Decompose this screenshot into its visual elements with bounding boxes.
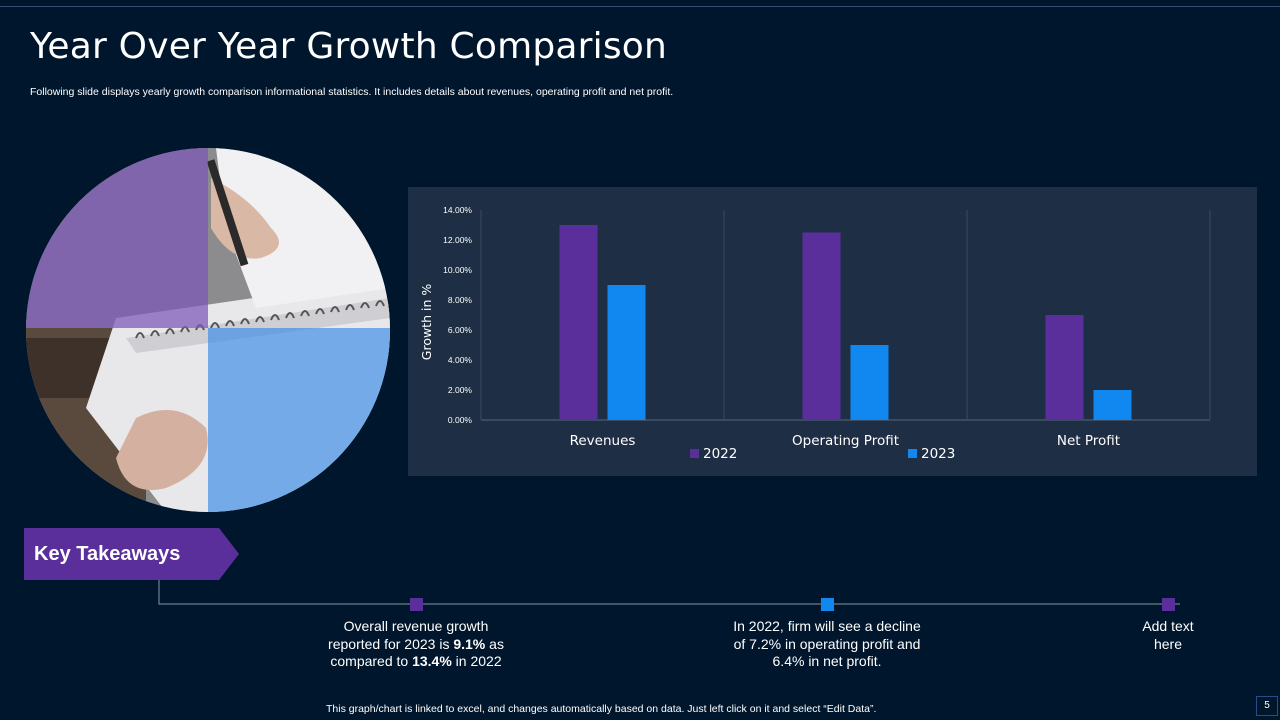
y-tick-label: 2.00% [448,385,473,395]
takeaway-1-line-2: reported for 2023 is 9.1% as [328,635,504,652]
takeaway-marker-1 [410,598,423,611]
takeaway-2-line-2: of 7.2% in operating profit and [733,635,921,652]
takeaway-2-line-3: 6.4% in net profit. [772,653,882,669]
takeaway-decline: In 2022, firm will see a decline of 7.2%… [707,618,947,671]
y-tick-label: 4.00% [448,355,473,365]
takeaway-1-line-1: Overall revenue growth [343,618,489,634]
bar-2023-0 [607,285,646,420]
top-divider [0,6,1280,7]
bar-2023-1 [850,345,889,420]
slide-subtitle: Following slide displays yearly growth c… [30,86,674,98]
x-tick-label: Operating Profit [792,433,899,449]
takeaway-revenue: Overall revenue growth reported for 2023… [296,618,536,671]
key-takeaways-label: Key Takeaways [34,543,181,565]
x-tick-label: Revenues [570,433,636,449]
legend-label-2022: 2022 [703,446,737,462]
y-tick-label: 6.00% [448,325,473,335]
takeaway-3-line-2: here [1153,635,1183,652]
takeaway-1-line-3: compared to 13.4% in 2022 [330,653,502,669]
page-number: 5 [1256,696,1278,716]
bar-2022-1 [802,232,841,420]
legend-label-2023: 2023 [921,446,955,462]
takeaway-connector-line [158,580,1180,605]
slide-title: Year Over Year Growth Comparison [30,26,668,67]
takeaway-2-line-1: In 2022, firm will see a decline [733,618,921,634]
bar-2022-2 [1045,315,1084,420]
y-tick-label: 8.00% [448,295,473,305]
legend-swatch-2023 [908,449,917,458]
growth-chart[interactable]: Growth in % 0.00% 2.00% 4.00% 6.00% 8.00% 10.… [408,187,1257,476]
takeaway-3-line-1: Add text [1142,618,1194,634]
key-takeaways-banner: Key Takeaways [24,528,239,580]
y-tick-label: 10.00% [443,265,472,275]
legend-swatch-2022 [690,449,699,458]
y-axis-label: Growth in % [419,284,434,361]
takeaway-marker-3 [1162,598,1175,611]
y-tick-label: 0.00% [448,415,473,425]
bar-2022-0 [559,225,598,420]
takeaway-marker-2 [821,598,834,611]
bar-2023-2 [1093,390,1132,420]
x-tick-label: Net Profit [1057,433,1120,449]
takeaway-placeholder[interactable]: Add text here [1108,618,1228,653]
notebook-photo [26,148,390,512]
footer-note: This graph/chart is linked to excel, and… [326,703,877,715]
y-tick-label: 12.00% [443,235,472,245]
y-tick-label: 14.00% [443,205,472,215]
